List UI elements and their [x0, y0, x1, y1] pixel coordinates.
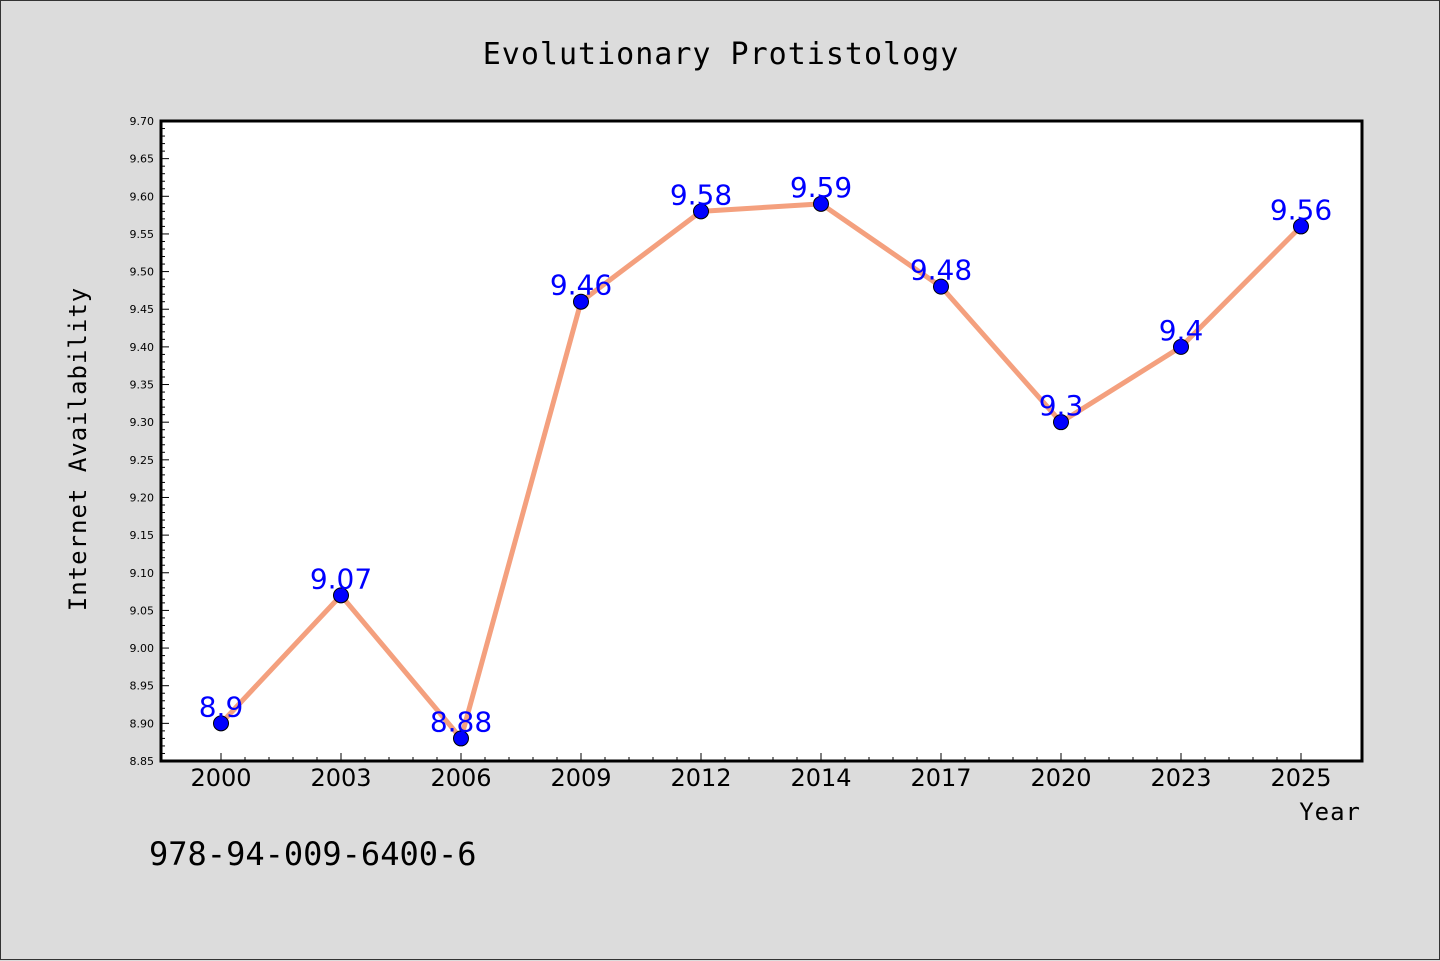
data-label: 9.58 [670, 178, 732, 211]
isbn-annotation: 978-94-009-6400-6 [149, 835, 477, 873]
y-tick-label: 9.10 [130, 567, 155, 580]
x-tick-label: 2023 [1150, 764, 1211, 792]
data-label: 8.88 [430, 705, 492, 738]
data-point [1293, 218, 1309, 235]
series-layer: 8.9 9.07 8.88 9.46 9.58 9.59 9.48 9.3 9.4 9.56 [199, 171, 1332, 747]
x-tick-label: 2000 [190, 764, 251, 792]
x-tick-label: 2006 [430, 764, 491, 792]
y-tick-label: 9.70 [130, 115, 155, 128]
data-point [813, 195, 829, 212]
y-tick-label: 9.15 [130, 529, 155, 542]
data-label: 9.3 [1039, 389, 1084, 422]
y-tick-label: 8.85 [130, 755, 155, 768]
data-point [573, 293, 589, 310]
x-tick-label: 2014 [790, 764, 851, 792]
data-label: 9.56 [1270, 193, 1332, 226]
x-tick-label: 2012 [670, 764, 731, 792]
chart-title: Evolutionary Protistology [483, 37, 960, 72]
y-tick-label: 9.65 [130, 153, 155, 166]
y-tick-label: 9.45 [130, 303, 155, 316]
y-tick-label: 9.25 [130, 454, 155, 467]
y-axis-label: Internet Availability [64, 287, 92, 611]
data-point [1173, 338, 1189, 355]
x-axis-label: Year [1299, 798, 1361, 826]
y-tick-label: 8.90 [130, 717, 155, 730]
data-point [1053, 414, 1069, 431]
y-tick-label: 9.35 [130, 379, 155, 392]
plot-area [159, 119, 1364, 763]
y-tick-label: 9.20 [130, 491, 155, 504]
data-label: 8.9 [199, 690, 244, 723]
x-tick-label: 2025 [1270, 764, 1331, 792]
data-label: 9.59 [790, 171, 852, 204]
x-tick-label: 2009 [550, 764, 611, 792]
y-tick-label: 9.55 [130, 228, 155, 241]
data-point [693, 203, 709, 220]
y-tick-label: 8.95 [130, 680, 155, 693]
y-tick-label: 9.00 [130, 642, 155, 655]
data-point [453, 730, 469, 747]
y-tick-label: 9.05 [130, 604, 155, 617]
data-label: 9.07 [310, 562, 372, 595]
x-tick-label: 2020 [1030, 764, 1091, 792]
x-axis: 2000 2003 2006 2009 2012 2014 2017 2020 2023 2025 [190, 753, 1332, 792]
data-label: 9.48 [910, 254, 972, 287]
data-point [933, 278, 949, 295]
x-tick-label: 2017 [910, 764, 971, 792]
y-axis: 8.85 8.90 8.95 9.00 9.05 9.10 9.15 9.20 9.25 9.30… [130, 115, 169, 768]
series-line [218, 201, 1304, 741]
y-tick-label: 9.50 [130, 266, 155, 279]
data-point [333, 587, 349, 604]
y-tick-label: 9.40 [130, 341, 155, 354]
x-tick-label: 2003 [310, 764, 371, 792]
y-tick-label: 9.30 [130, 416, 155, 429]
y-tick-label: 9.60 [130, 190, 155, 203]
data-label: 9.46 [550, 269, 612, 302]
data-label: 9.4 [1159, 314, 1204, 347]
data-point [213, 715, 229, 732]
